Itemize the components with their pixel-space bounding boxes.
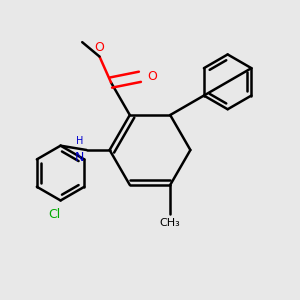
Text: O: O	[94, 41, 104, 54]
Text: O: O	[147, 70, 157, 83]
Text: N: N	[74, 152, 84, 164]
Text: CH₃: CH₃	[160, 218, 181, 228]
Text: H: H	[76, 136, 84, 146]
Text: Cl: Cl	[49, 208, 61, 221]
